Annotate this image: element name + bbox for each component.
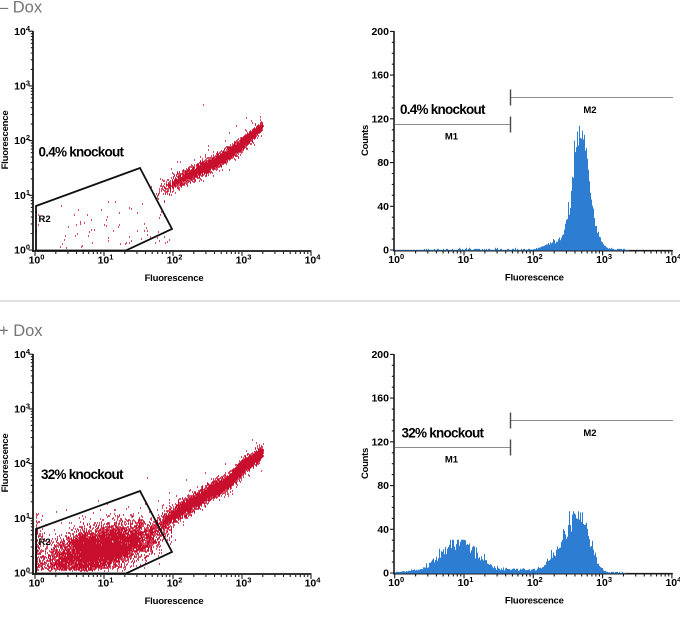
svg-text:Fluorescence: Fluorescence bbox=[0, 434, 11, 493]
svg-text:160: 160 bbox=[371, 393, 389, 405]
svg-text:+ Dox: + Dox bbox=[0, 322, 43, 340]
svg-text:32% knockout: 32% knockout bbox=[402, 426, 485, 441]
svg-text:R2: R2 bbox=[39, 537, 51, 548]
svg-text:0: 0 bbox=[383, 568, 389, 580]
svg-text:Fluorescence: Fluorescence bbox=[145, 273, 204, 284]
svg-text:40: 40 bbox=[377, 201, 389, 213]
svg-text:M1: M1 bbox=[445, 132, 459, 143]
svg-text:104: 104 bbox=[665, 575, 680, 589]
svg-text:0.4% knockout: 0.4% knockout bbox=[400, 102, 486, 117]
svg-text:Counts: Counts bbox=[360, 125, 371, 156]
svg-text:200: 200 bbox=[371, 349, 389, 361]
svg-text:80: 80 bbox=[377, 480, 389, 492]
svg-text:Fluorescence: Fluorescence bbox=[505, 596, 564, 607]
svg-text:120: 120 bbox=[371, 436, 389, 448]
svg-text:0: 0 bbox=[383, 245, 389, 257]
svg-text:– Dox: – Dox bbox=[0, 0, 43, 17]
svg-text:120: 120 bbox=[371, 113, 389, 125]
svg-text:200: 200 bbox=[371, 26, 389, 38]
svg-text:104: 104 bbox=[665, 252, 680, 266]
svg-text:0.4% knockout: 0.4% knockout bbox=[39, 145, 125, 160]
svg-text:Fluorescence: Fluorescence bbox=[0, 111, 11, 170]
svg-text:80: 80 bbox=[377, 157, 389, 169]
svg-text:Fluorescence: Fluorescence bbox=[505, 273, 564, 284]
svg-text:160: 160 bbox=[371, 70, 389, 82]
svg-text:Counts: Counts bbox=[360, 448, 371, 479]
svg-text:M2: M2 bbox=[583, 105, 596, 116]
svg-text:R2: R2 bbox=[39, 214, 51, 225]
svg-text:M1: M1 bbox=[445, 455, 459, 466]
svg-text:M2: M2 bbox=[583, 428, 596, 439]
svg-text:40: 40 bbox=[377, 524, 389, 536]
svg-text:Fluorescence: Fluorescence bbox=[145, 596, 204, 607]
svg-text:32% knockout: 32% knockout bbox=[41, 467, 124, 482]
